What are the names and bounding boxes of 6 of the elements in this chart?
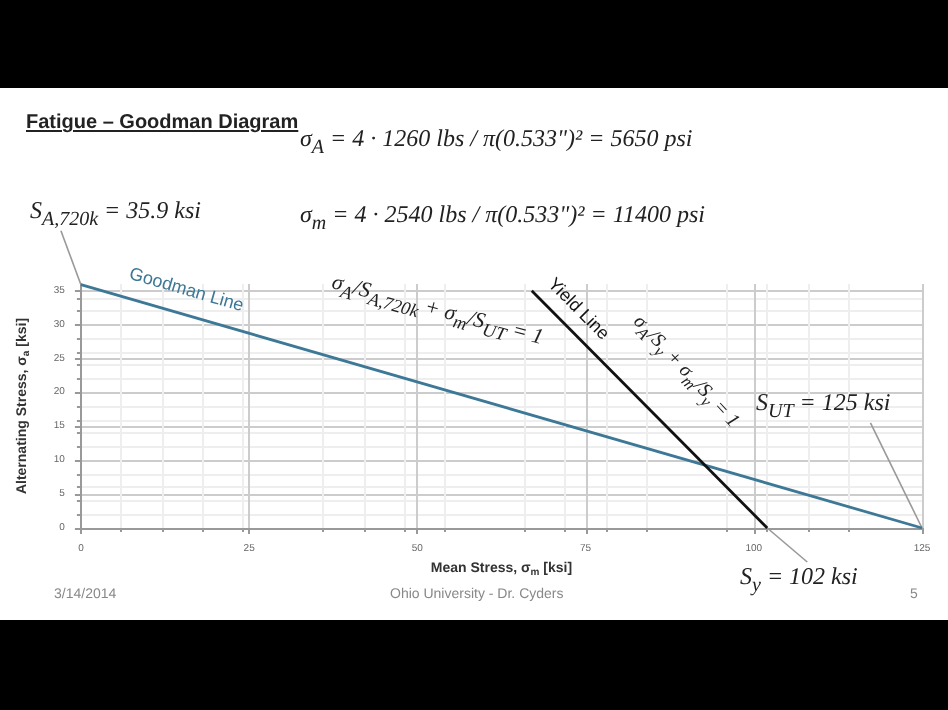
annotation: S$_{y}$ = 102 ksi (740, 562, 858, 597)
annotation: S$_{A,720k}$ = 35.9 ksi (30, 196, 201, 231)
text: σ$_{m}$ = 4 · 2540 lbs / π(0.533")² = 11400 psi (300, 200, 705, 235)
chart-title: Fatigue – Goodman Diagram (26, 112, 299, 134)
text: σ$_{A}$ = 4 · 1260 lbs / π(0.533")² = 5650 psi (300, 124, 693, 159)
annotation: S$_{UT}$ = 125 ksi (756, 388, 891, 423)
